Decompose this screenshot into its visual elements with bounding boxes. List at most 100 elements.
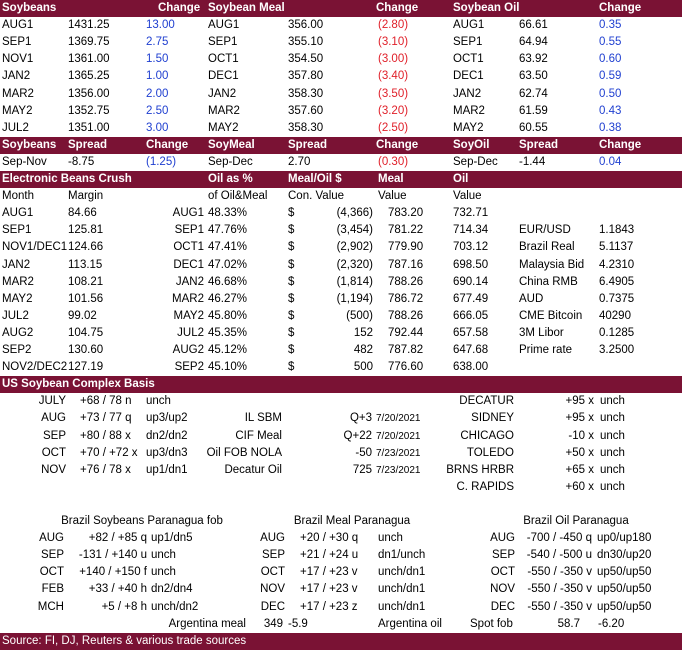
cell: -700 / -450 q (526, 532, 592, 545)
cell: 1365.25 (68, 70, 110, 83)
cell: AUG1 (2, 207, 34, 220)
cell: TOLEDO (466, 446, 514, 459)
header-cell: Change (376, 138, 419, 151)
header-cell: Soybeans (2, 2, 57, 14)
cell: 62.74 (519, 87, 548, 100)
cell: dn2/dn2 (146, 429, 188, 442)
cell: MAY2 (453, 121, 484, 134)
cell: unch (600, 412, 625, 425)
cell: unch (151, 549, 176, 562)
cell: SEP (40, 549, 64, 562)
cell: (2,902) (336, 241, 373, 254)
cell: AUG1 (453, 19, 485, 32)
cell: 781.22 (388, 224, 424, 237)
header-cell: Oil as % (208, 173, 253, 185)
cell: NOV1 (2, 53, 34, 66)
cell: of Oil&Meal (208, 190, 268, 203)
cell: $ (288, 275, 295, 288)
cell: 788.26 (388, 309, 424, 322)
cell: Prime rate (519, 344, 573, 356)
cell: 46.68% (208, 275, 248, 288)
cell: MAR2 (208, 104, 240, 117)
cell: +50 x (565, 446, 594, 459)
cell: 45.10% (208, 361, 248, 374)
cell: 349 (263, 617, 283, 630)
cell: Month (2, 190, 34, 203)
cell: +5 / +8 h (101, 600, 147, 613)
cell: 2.75 (146, 36, 169, 49)
cell: IL SBM (244, 412, 282, 425)
cell: +68 / 78 n (80, 395, 132, 408)
cell: up50/up50 (597, 566, 652, 579)
cell: (500) (346, 309, 373, 322)
cell: Q+22 (343, 429, 372, 442)
cell: unch (378, 532, 403, 545)
cell: +70 / +72 x (80, 446, 138, 459)
cell: China RMB (519, 275, 578, 288)
cell: -550 / -350 v (527, 566, 592, 579)
cell: MAR2 (172, 292, 204, 305)
cell: $ (288, 309, 295, 322)
cell: (0.30) (378, 155, 409, 168)
source-note: Source: FI, DJ, Reuters & various trade … (2, 634, 247, 647)
cell: 1.00 (146, 70, 169, 83)
cell: 787.82 (388, 344, 424, 356)
header-cell: Spread (68, 138, 107, 151)
cell: Decatur Oil (224, 463, 282, 476)
cell: CIF Meal (235, 429, 282, 442)
header-cell: Soybeans (2, 138, 57, 151)
header-cell: Electronic Beans Crush (2, 173, 132, 185)
cell: 3M Libor (519, 326, 564, 339)
cell: 63.92 (519, 53, 548, 66)
cell: 0.35 (599, 19, 622, 32)
cell: JAN2 (2, 70, 31, 83)
cell: MAY2 (208, 121, 239, 134)
header-cell: Change (599, 138, 642, 151)
cell: up50/up50 (597, 583, 652, 596)
cell: AUG (260, 532, 285, 545)
header-cell: Meal/Oil $ (288, 173, 342, 185)
cell: 6.4905 (599, 275, 635, 288)
cell: FEB (41, 583, 64, 596)
cell: +21 / +24 u (300, 549, 359, 562)
cell: Oil FOB NOLA (206, 446, 282, 459)
cell: -6.20 (598, 617, 625, 630)
cell: 125.81 (68, 224, 104, 237)
cell: C. RAPIDS (456, 480, 514, 493)
header-cell: Soybean Meal (208, 2, 285, 14)
cell: OCT (260, 566, 285, 579)
cell: SEP1 (453, 36, 483, 49)
cell: (3.20) (378, 104, 409, 117)
cell: OCT1 (208, 53, 239, 66)
cell: 84.66 (68, 207, 97, 220)
cell: unch/dn2 (151, 600, 199, 613)
cell: 647.68 (453, 344, 489, 356)
cell: 47.41% (208, 241, 248, 254)
cell: 677.49 (453, 292, 489, 305)
cell: $ (288, 207, 295, 220)
cell: $ (288, 224, 295, 237)
cell: Brazil Real (519, 241, 575, 254)
cell: SEP1 (208, 36, 238, 49)
cell: 58.7 (557, 617, 580, 630)
cell: 7/20/2021 (376, 430, 421, 442)
cell: up3/dn3 (146, 446, 188, 459)
cell: 104.75 (68, 326, 104, 339)
cell: +95 x (565, 395, 594, 408)
cell: 108.21 (68, 275, 104, 288)
cell: 1361.00 (68, 53, 110, 66)
cell: Value (378, 190, 407, 203)
cell: Value (453, 190, 482, 203)
cell: MAR2 (453, 104, 485, 117)
cell: unch (600, 463, 625, 476)
cell: 732.71 (453, 207, 489, 220)
cell: AUG (39, 532, 64, 545)
cell: DEC1 (453, 70, 484, 83)
cell: AUG1 (208, 19, 240, 32)
header-cell: Spread (519, 138, 558, 151)
cell: SEP (491, 549, 515, 562)
cell: 779.90 (388, 241, 424, 254)
cell: unch (146, 395, 171, 408)
cell: 690.14 (453, 275, 489, 288)
cell: 786.72 (388, 292, 424, 305)
